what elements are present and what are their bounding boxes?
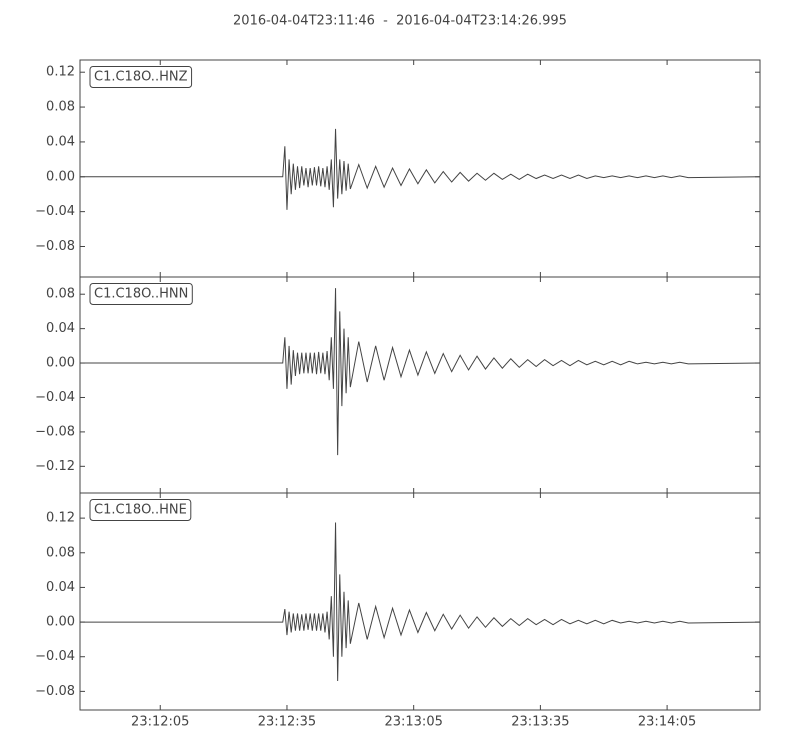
figure-title: 2016-04-04T23:11:46 - 2016-04-04T23:14:2… [233, 14, 567, 29]
y-tick-label: −0.08 [35, 239, 75, 254]
y-tick-label: 0.08 [46, 100, 75, 115]
waveform [80, 522, 760, 681]
y-tick-label: 0.00 [46, 169, 75, 184]
panel: C1.C18O..HNE −0.08 −0.04 0.00 0.04 0.08 0.12 23… [35, 492, 761, 730]
label-box [89, 283, 193, 305]
y-tick-label: 0.08 [46, 545, 75, 560]
panel-frame [79, 59, 761, 278]
trace-label: C1.C18O..HNE [94, 503, 187, 518]
waveform [80, 288, 760, 456]
y-tick-label: −0.08 [35, 424, 75, 439]
y-tick-label: −0.04 [35, 204, 75, 219]
y-tick-label: 0.00 [46, 615, 75, 630]
label-box [89, 499, 192, 521]
y-tick-label: 0.08 [46, 287, 75, 302]
y-tick-label: 0.00 [46, 356, 75, 371]
x-tick-label: 23:12:05 [131, 715, 189, 730]
y-tick-label: −0.08 [35, 684, 75, 699]
x-tick-label: 23:13:35 [511, 715, 569, 730]
trace-label: C1.C18O..HNN [94, 287, 188, 302]
y-tick-label: 0.04 [46, 580, 75, 595]
x-tick-label: 23:13:05 [384, 715, 442, 730]
y-tick-label: −0.04 [35, 390, 75, 405]
y-tick-label: −0.04 [35, 649, 75, 664]
y-tick-label: 0.12 [46, 511, 75, 526]
panel-frame [79, 492, 761, 711]
trace-label: C1.C18O..HNZ [94, 70, 188, 85]
y-tick-label: 0.04 [46, 321, 75, 336]
label-box [89, 66, 193, 88]
waveform [80, 128, 760, 210]
x-tick-label: 23:14:05 [638, 715, 696, 730]
panel-frame [79, 276, 761, 494]
panel: C1.C18O..HNN −0.12 −0.08 −0.04 0.00 0.04 0.08 [35, 276, 761, 494]
y-tick-label: −0.12 [35, 459, 75, 474]
panel: C1.C18O..HNZ −0.08 −0.04 0.00 0.04 0.08 0.12 [35, 59, 761, 278]
y-tick-label: 0.12 [46, 65, 75, 80]
x-tick-label: 23:12:35 [258, 715, 316, 730]
y-tick-label: 0.04 [46, 134, 75, 149]
